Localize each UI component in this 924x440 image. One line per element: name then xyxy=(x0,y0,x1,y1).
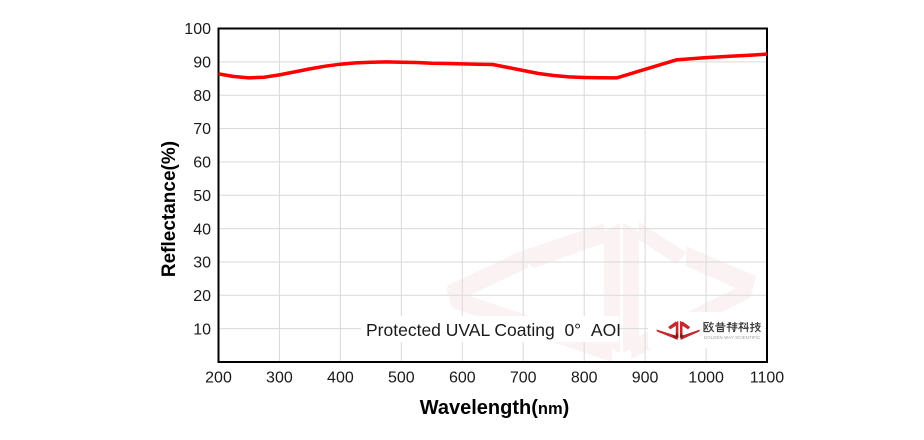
svg-text:1000: 1000 xyxy=(688,370,724,387)
svg-text:90: 90 xyxy=(193,55,211,72)
svg-text:40: 40 xyxy=(193,221,211,238)
svg-text:600: 600 xyxy=(449,370,476,387)
svg-text:20: 20 xyxy=(193,288,211,305)
svg-text:900: 900 xyxy=(632,370,659,387)
svg-text:300: 300 xyxy=(266,370,293,387)
svg-text:700: 700 xyxy=(510,370,537,387)
svg-text:Protected UVAL Coating 0° AO: Protected UVAL Coating 0° AOI xyxy=(366,320,621,340)
svg-text:Wavelength(nm): Wavelength(nm) xyxy=(420,397,570,419)
svg-text:500: 500 xyxy=(388,370,415,387)
svg-text:GOLDEN WAY SCIENTIFIC: GOLDEN WAY SCIENTIFIC xyxy=(704,335,761,340)
svg-text:70: 70 xyxy=(193,121,211,138)
svg-text:30: 30 xyxy=(193,255,211,272)
svg-text:Reflectance(%): Reflectance(%) xyxy=(159,141,180,277)
svg-text:400: 400 xyxy=(327,370,354,387)
svg-text:80: 80 xyxy=(193,88,211,105)
svg-text:60: 60 xyxy=(193,155,211,172)
svg-text:100: 100 xyxy=(184,21,211,38)
svg-text:200: 200 xyxy=(205,370,232,387)
svg-text:800: 800 xyxy=(571,370,598,387)
svg-text:10: 10 xyxy=(193,321,211,338)
svg-text:1100: 1100 xyxy=(750,370,785,387)
svg-text:50: 50 xyxy=(193,188,211,205)
